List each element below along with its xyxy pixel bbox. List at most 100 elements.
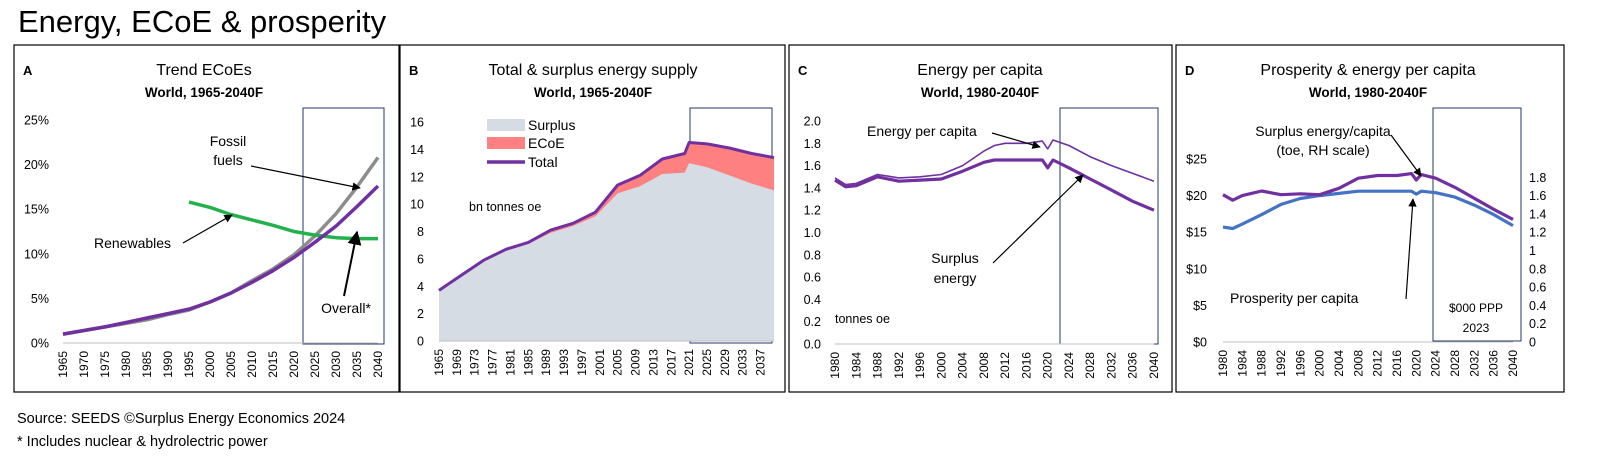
y-tick-label: 0.2 [804, 315, 821, 329]
y-tick-label: 0.8 [804, 248, 821, 262]
y-tick-label-right: 1.4 [1529, 207, 1546, 221]
panel-title: Prosperity & energy per capita [1260, 62, 1475, 79]
y-tick-label-left: $10 [1186, 262, 1207, 276]
y-tick-label: 20% [24, 158, 49, 172]
x-tick-label: 2036 [1487, 350, 1501, 377]
x-tick-label: 2000 [934, 352, 948, 379]
y-tick-label-right: 1 [1529, 244, 1536, 258]
x-tick-label: 2033 [736, 349, 750, 376]
panel-title: Energy per capita [917, 62, 1043, 79]
y-tick-label: 10 [410, 198, 424, 212]
panel-frame [788, 44, 1173, 393]
x-tick-label: 1992 [892, 352, 906, 379]
panel-subtitle: World, 1980-2040F [1309, 85, 1427, 100]
annotation-arrow [1390, 134, 1422, 177]
y-tick-label: 6 [417, 252, 424, 266]
legend-label: Total [528, 154, 558, 170]
y-tick-label: 1.0 [804, 226, 821, 240]
x-tick-label: 2028 [1083, 352, 1097, 379]
y-tick-label-right: 0.4 [1529, 299, 1546, 313]
x-tick-label: 1985 [521, 349, 535, 376]
y-tick-label-right: 0.2 [1529, 317, 1546, 331]
x-tick-label: 1989 [539, 349, 553, 376]
series-line-energy [834, 139, 1155, 186]
series-line-prosperity [1222, 189, 1514, 231]
x-tick-label: 2029 [718, 349, 732, 376]
series-line-surplus [834, 158, 1155, 212]
annotation-renewables: Renewables [94, 235, 171, 251]
y-tick-label: 4 [417, 280, 424, 294]
x-tick-label: 1993 [557, 349, 571, 376]
x-tick-label: 2005 [611, 349, 625, 376]
y-tick-label: 2.0 [804, 115, 821, 129]
annotation-energy-per-capita: Energy per capita [867, 123, 977, 139]
x-tick-label: 2009 [629, 349, 643, 376]
x-tick-label: 1996 [913, 352, 927, 379]
x-tick-label: 2028 [1448, 350, 1462, 377]
x-tick-label: 1981 [503, 349, 517, 376]
y-tick-label-left: $20 [1186, 189, 1207, 203]
y-tick-label: 1.2 [804, 204, 821, 218]
y-unit-label: tonnes oe [835, 312, 890, 326]
y-tick-label: 1.4 [804, 181, 821, 195]
annotation-overall: Overall* [321, 300, 371, 316]
x-tick-label: 1977 [486, 349, 500, 376]
x-tick-label: 1995 [182, 351, 196, 378]
annotation-surplus: Surplus [931, 250, 978, 266]
annotation-prosperity: Prosperity per capita [1230, 290, 1359, 306]
y-unit-label: bn tonnes oe [469, 200, 541, 214]
x-tick-label: 2004 [956, 352, 970, 379]
y-tick-label-right: 1.2 [1529, 226, 1546, 240]
x-tick-label: 2004 [1332, 350, 1346, 377]
x-tick-label: 1992 [1274, 350, 1288, 377]
x-tick-label: 1980 [119, 351, 133, 378]
source-note: Source: SEEDS ©Surplus Energy Economics … [17, 411, 346, 427]
annotation-fuels: fuels [213, 152, 243, 168]
y-tick-label-left: $5 [1193, 299, 1207, 313]
x-tick-label: 2032 [1467, 350, 1481, 377]
x-tick-label: 2016 [1390, 350, 1404, 377]
panel-b: B Total & surplus energy supply World, 196… [399, 44, 786, 393]
x-tick-label: 2020 [1409, 350, 1423, 377]
x-tick-label: 2035 [350, 351, 364, 378]
y-tick-label-right: 0.8 [1529, 262, 1546, 276]
annotation-arrow [250, 165, 361, 191]
x-tick-label: 2001 [593, 349, 607, 376]
x-tick-label: 1988 [871, 352, 885, 379]
x-tick-label: 1970 [77, 351, 91, 378]
panel-letter: A [23, 63, 33, 78]
legend-swatch-ecoe [487, 137, 525, 149]
forecast-box [302, 107, 385, 345]
x-tick-label: 2017 [664, 349, 678, 376]
unit-note: $000 PPP [1449, 301, 1503, 315]
annotation-surplus-energy-capita: Surplus energy/capita [1255, 123, 1391, 139]
x-tick-label: 2024 [1062, 352, 1076, 379]
y-tick-label: 0.0 [804, 338, 821, 352]
panel-letter: C [798, 63, 808, 78]
x-tick-label: 2032 [1104, 352, 1118, 379]
x-tick-label: 1973 [468, 349, 482, 376]
annotation-arrow [182, 214, 233, 244]
x-tick-label: 1975 [98, 351, 112, 378]
page-title: Energy, ECoE & prosperity [18, 4, 387, 39]
y-tick-label: 0.4 [804, 293, 821, 307]
x-tick-label: 2013 [646, 349, 660, 376]
x-tick-label: 2040 [1506, 350, 1520, 377]
annotation-arrow [992, 174, 1084, 264]
annotation-arrow [1405, 198, 1417, 300]
legend-label: Surplus [528, 117, 575, 133]
x-tick-label: 2025 [700, 349, 714, 376]
x-tick-label: 2020 [1041, 352, 1055, 379]
unit-note-year: 2023 [1463, 321, 1490, 335]
panel-subtitle: World, 1965-2040F [534, 85, 652, 100]
x-tick-label: 2010 [245, 351, 259, 378]
x-tick-label: 2008 [977, 352, 991, 379]
y-tick-label: 0 [417, 335, 424, 349]
y-tick-label: 8 [417, 225, 424, 239]
panel-c: C Energy per capita World, 1980-2040F 0.0 0.… [788, 44, 1173, 393]
series-line [62, 184, 380, 336]
series-line-surplus-energy [1222, 172, 1514, 221]
y-tick-label: 14 [410, 143, 424, 157]
y-tick-label: 2 [417, 307, 424, 321]
